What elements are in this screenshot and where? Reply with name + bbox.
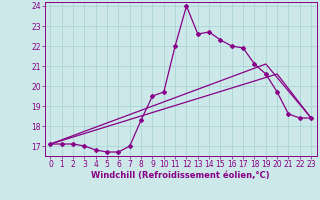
X-axis label: Windchill (Refroidissement éolien,°C): Windchill (Refroidissement éolien,°C) [92, 171, 270, 180]
